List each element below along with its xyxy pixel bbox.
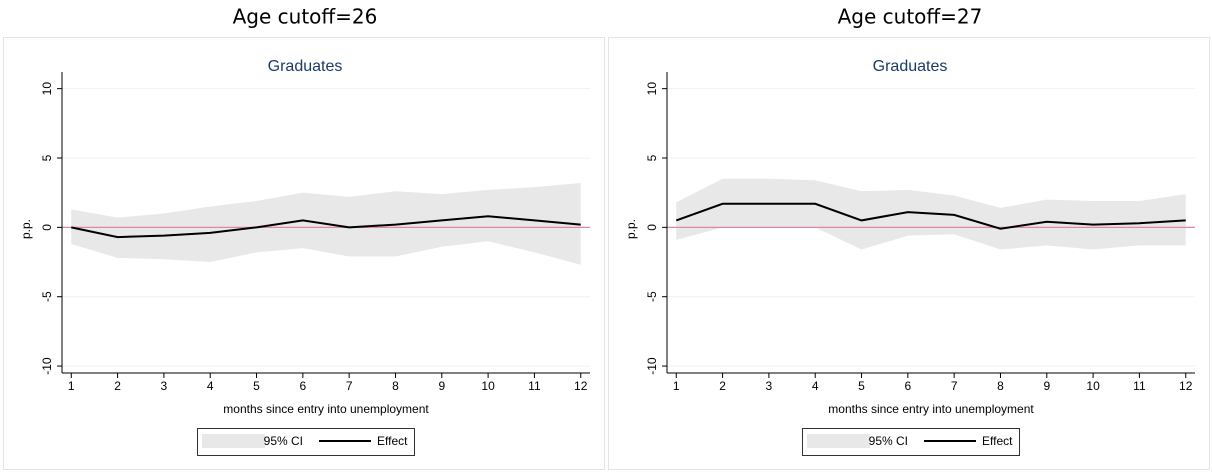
y-tick-label: 5 — [645, 154, 659, 161]
x-tick-label: 5 — [253, 379, 260, 393]
x-tick-label: 8 — [392, 379, 399, 393]
x-tick-label: 9 — [1043, 379, 1050, 393]
x-tick-label: 11 — [528, 379, 541, 393]
x-tick-label: 4 — [207, 379, 214, 393]
y-tick-label: -5 — [40, 291, 54, 302]
effect-line — [675, 202, 1186, 230]
x-tick-label: 1 — [68, 379, 75, 393]
x-tick-label: 3 — [766, 379, 773, 393]
panel-header: Age cutoff=27 — [838, 5, 983, 29]
chart-title: Graduates — [268, 58, 343, 75]
legend-swatch — [807, 434, 870, 448]
x-tick-label: 11 — [1133, 379, 1146, 393]
y-tick-label: -10 — [40, 357, 54, 375]
x-tick-label: 12 — [1179, 379, 1193, 393]
x-tick-label: 2 — [719, 379, 726, 393]
x-tick-label: 4 — [812, 379, 819, 393]
y-tick-label: -5 — [645, 291, 659, 302]
legend-label: 95% CI — [869, 434, 908, 448]
x-tick-label: 3 — [161, 379, 168, 393]
x-tick-label: 5 — [858, 379, 865, 393]
y-axis-label: p.p. — [624, 219, 638, 239]
effect-line — [71, 215, 581, 239]
x-tick-label: 2 — [114, 379, 121, 393]
y-tick-label: 10 — [40, 82, 54, 96]
y-tick-label: 10 — [645, 82, 659, 96]
x-axis-label: months since entry into unemployment — [223, 402, 429, 416]
y-tick-label: 0 — [645, 224, 659, 231]
chart-title: Graduates — [873, 58, 948, 75]
legend-label: 95% CI — [264, 434, 303, 448]
x-tick-label: 1 — [673, 379, 680, 393]
y-axis-label: p.p. — [19, 219, 33, 239]
legend-label: Effect — [982, 434, 1013, 448]
x-tick-label: 10 — [481, 379, 495, 393]
panel-header: Age cutoff=26 — [233, 5, 378, 29]
y-tick-label: -10 — [645, 357, 659, 375]
legend-label: Effect — [377, 434, 408, 448]
x-tick-label: 6 — [904, 379, 911, 393]
x-tick-label: 12 — [574, 379, 588, 393]
legend-swatch — [202, 434, 265, 448]
x-tick-label: 6 — [299, 379, 306, 393]
y-tick-label: 5 — [40, 154, 54, 161]
x-tick-label: 7 — [346, 379, 353, 393]
x-tick-label: 10 — [1086, 379, 1100, 393]
y-tick-label: 0 — [40, 224, 54, 231]
panel-frame — [608, 37, 1210, 470]
x-tick-label: 8 — [997, 379, 1004, 393]
x-tick-label: 9 — [438, 379, 445, 393]
x-axis-label: months since entry into unemployment — [828, 402, 1034, 416]
x-tick-label: 7 — [951, 379, 958, 393]
